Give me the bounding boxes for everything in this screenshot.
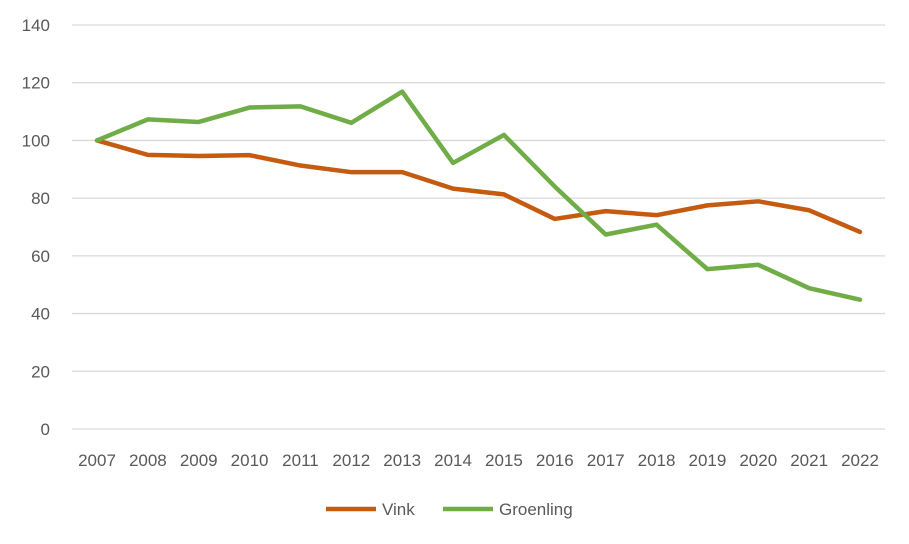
- x-tick-label: 2015: [485, 451, 523, 470]
- series-lines: [94, 89, 863, 302]
- x-tick-label: 2021: [790, 451, 828, 470]
- legend-label: Vink: [382, 500, 415, 519]
- x-tick-label: 2011: [282, 451, 319, 470]
- x-tick-label: 2013: [383, 451, 421, 470]
- y-tick-label: 80: [31, 189, 50, 208]
- x-tick-label: 2012: [332, 451, 370, 470]
- x-tick-label: 2022: [841, 451, 879, 470]
- y-tick-label: 100: [22, 131, 50, 150]
- y-tick-label: 20: [31, 362, 50, 381]
- y-tick-label: 40: [31, 305, 50, 324]
- x-tick-label: 2019: [688, 451, 726, 470]
- x-tick-label: 2007: [78, 451, 116, 470]
- x-tick-label: 2016: [536, 451, 574, 470]
- series-line-groenling: [94, 89, 863, 302]
- y-tick-label: 0: [41, 420, 50, 439]
- y-tick-label: 140: [22, 16, 50, 35]
- legend: Vink Groenling: [326, 500, 573, 519]
- series-line-vink: [94, 138, 863, 235]
- y-tick-label: 60: [31, 247, 50, 266]
- x-tick-label: 2014: [434, 451, 472, 470]
- x-axis-ticks: 2007 2008 2009 2010 2011 2012 2013 2014 2015 2016…: [78, 451, 879, 470]
- legend-label: Groenling: [499, 500, 573, 519]
- gridlines: [72, 24, 885, 430]
- x-tick-label: 2018: [638, 451, 676, 470]
- y-tick-label: 120: [22, 74, 50, 93]
- x-tick-label: 2017: [587, 451, 625, 470]
- x-tick-label: 2009: [180, 451, 218, 470]
- x-tick-label: 2020: [739, 451, 777, 470]
- y-axis-ticks: 0 20 40 60 80 100 120 140: [22, 16, 50, 439]
- x-tick-label: 2010: [231, 451, 269, 470]
- x-tick-label: 2008: [129, 451, 167, 470]
